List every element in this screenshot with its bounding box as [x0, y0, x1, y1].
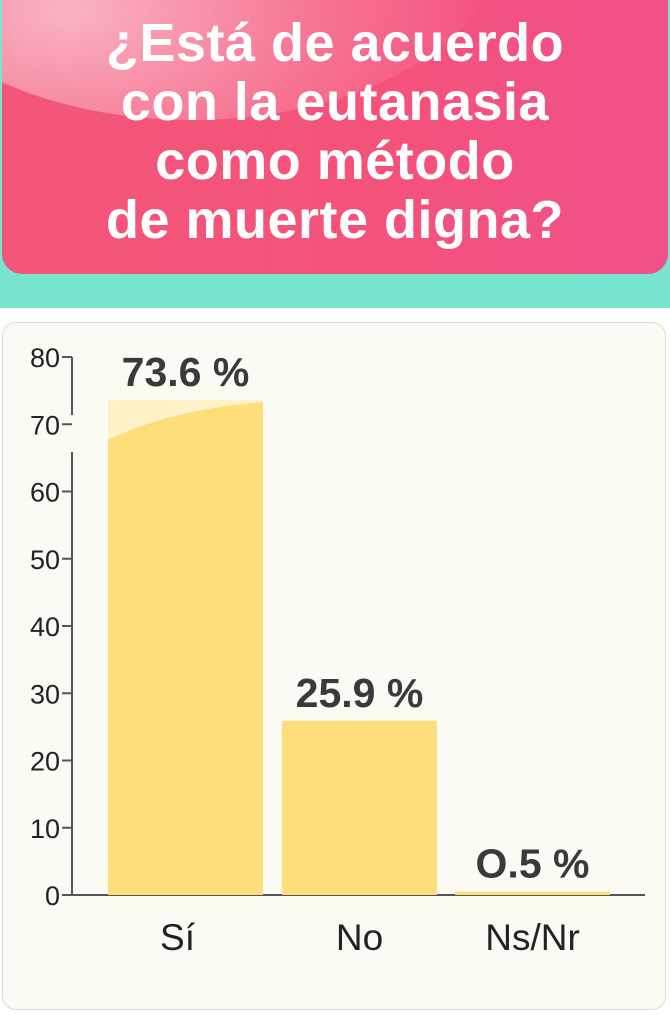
y-tick-label: 30: [30, 679, 60, 709]
page-title: ¿Está de acuerdo con la eutanasia como m…: [105, 13, 565, 250]
bar: [282, 720, 437, 895]
y-tick-label: 70: [30, 410, 60, 440]
y-tick-label: 40: [30, 612, 60, 642]
bar-highlight: [108, 400, 263, 441]
y-tick-label: 0: [45, 881, 60, 911]
y-tick-label: 80: [30, 343, 60, 373]
y-tick-label: 10: [30, 814, 60, 844]
data-label: O.5 %: [476, 841, 590, 887]
bar: [108, 400, 263, 895]
x-tick-label: Ns/Nr: [485, 917, 580, 958]
y-tick-label: 20: [30, 747, 60, 777]
header-banner: ¿Está de acuerdo con la eutanasia como m…: [2, 0, 668, 274]
x-tick-label: No: [336, 917, 383, 958]
y-tick-label: 60: [30, 478, 60, 508]
x-tick-label: Sí: [160, 917, 196, 958]
data-label: 73.6 %: [122, 349, 250, 395]
y-tick-label: 50: [30, 545, 60, 575]
data-label: 25.9 %: [296, 670, 424, 716]
bar: [455, 891, 610, 895]
